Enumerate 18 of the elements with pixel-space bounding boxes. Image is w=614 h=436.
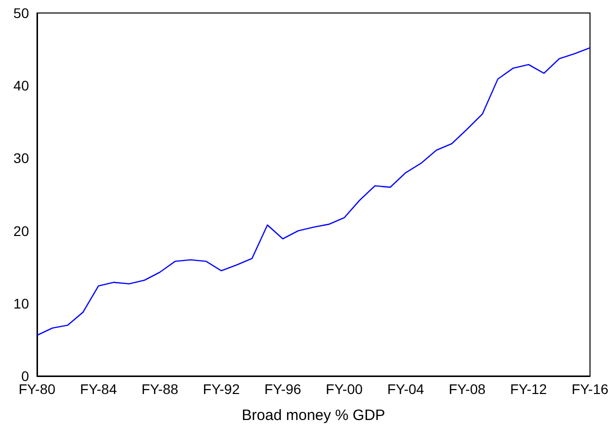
x-tick-label: FY-88 [141,381,179,397]
x-tick-label: FY-92 [202,381,240,397]
y-tick-label: 30 [13,150,30,166]
y-tick-label: 0 [21,368,30,384]
x-tick-label: FY-16 [572,381,609,397]
y-tick-label: 20 [13,222,30,239]
y-tick-label: 10 [13,295,30,312]
x-tick-label: FY-80 [18,381,56,397]
x-axis-title: Broad money % GDP [242,407,386,424]
line-series [36,47,591,336]
x-tick-label: FY-12 [510,381,548,397]
x-tick-label: FY-96 [264,381,302,397]
y-tick-label: 40 [13,78,30,94]
x-tick-label: FY-00 [326,381,363,397]
x-tick-label: FY-04 [387,381,424,397]
x-tick-label: FY-08 [448,381,486,397]
x-tick-label: FY-84 [80,381,118,397]
y-tick-label: 50 [13,5,30,21]
